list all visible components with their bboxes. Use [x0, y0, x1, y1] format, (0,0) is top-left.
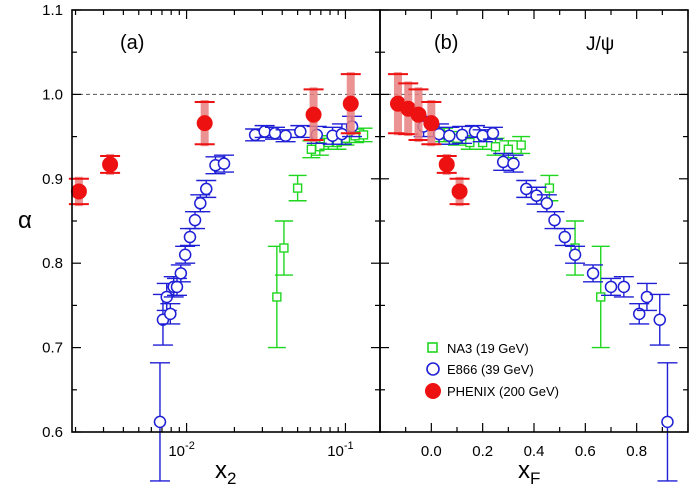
e866-point: [586, 267, 600, 280]
legend-e866-label: E866 (39 GeV): [447, 362, 534, 377]
panel-a-label: (a): [120, 32, 144, 54]
na3-point: [358, 130, 369, 140]
na3-point: [292, 183, 303, 193]
e866-point: [178, 248, 192, 262]
phenix-point: [451, 183, 468, 200]
xtick-label-a: 10-1: [327, 440, 353, 460]
legend-phenix-marker: [425, 383, 441, 399]
ytick-label: 1.1: [42, 2, 63, 19]
na3-point: [465, 137, 475, 148]
x2-axis-label: x2: [215, 457, 236, 488]
phenix-point: [410, 106, 427, 123]
frame-b: [379, 9, 689, 433]
jpsi-annotation: J/ψ: [586, 34, 614, 55]
xtick-label-b: 0.8: [626, 443, 647, 460]
e866-point: [279, 129, 292, 143]
legend-na3-label: NA3 (19 GeV): [447, 341, 529, 356]
e866-point: [200, 182, 213, 196]
xtick-label-b: 0.2: [472, 443, 493, 460]
e866-point: [486, 126, 500, 140]
xtick-label-b: 0.0: [421, 443, 442, 460]
e866-point: [653, 313, 667, 326]
ytick-label: 0.9: [42, 171, 63, 188]
panel-b: 0.0 0.2 0.4 0.6 0.8: [379, 9, 689, 482]
e866-point: [164, 307, 177, 321]
phenix-point: [102, 156, 119, 173]
e866-point: [530, 189, 543, 202]
panel-a: 0.6 0.7 0.8 0.9 1.0 1.1 10-2 10-1: [42, 2, 380, 482]
legend-na3-marker: [427, 342, 438, 353]
y-axis-label: α: [18, 207, 32, 234]
legend-phenix-label: PHENIX (200 GeV): [447, 384, 559, 399]
phenix-point: [423, 115, 440, 132]
na3-point: [272, 292, 282, 302]
na3-point: [279, 243, 289, 253]
phenix-point: [438, 156, 455, 173]
na3-point: [306, 144, 317, 154]
phenix-point: [196, 115, 213, 132]
e866-point: [174, 267, 188, 280]
e866-point: [455, 128, 469, 142]
e866-point: [520, 182, 533, 196]
x2-axis-label-sub: 2: [227, 469, 236, 488]
e866-point: [540, 197, 554, 210]
e866-point: [507, 157, 520, 170]
ytick-label: 0.6: [42, 424, 63, 441]
e866-point: [188, 213, 202, 227]
na3-point: [503, 144, 514, 154]
xtick-label-b: 0.6: [575, 443, 596, 460]
panel-frames: [71, 9, 689, 433]
e866-point: [153, 415, 167, 429]
e866-point: [617, 280, 631, 294]
e866-point: [604, 280, 618, 294]
e866-point: [640, 290, 654, 304]
na3-point: [596, 292, 606, 302]
e866-point: [568, 248, 582, 262]
e866-point: [661, 415, 674, 429]
ytick-label: 0.7: [42, 340, 63, 357]
na3-point: [516, 140, 526, 150]
e866-point: [558, 230, 572, 244]
e866-point: [170, 280, 184, 294]
ytick-label: 1.0: [42, 86, 63, 103]
e866-point: [294, 125, 307, 138]
x2-axis-label-main: x: [215, 457, 227, 484]
xf-axis-label-sub: F: [530, 469, 540, 488]
phenix-point: [305, 106, 322, 123]
e866-point: [194, 197, 207, 210]
na3-point: [544, 183, 555, 193]
e866-point: [496, 155, 510, 169]
legend-e866-marker: [426, 362, 440, 376]
e866-point: [217, 157, 231, 170]
ytick-label: 0.8: [42, 255, 63, 272]
na3-point: [490, 142, 501, 152]
xtick-label-a: 10-2: [168, 440, 194, 460]
phenix-point: [70, 183, 87, 200]
xf-axis-label-main: x: [518, 457, 530, 484]
e866-point: [548, 213, 561, 227]
phenix-point: [342, 95, 359, 112]
e866-point: [183, 230, 197, 244]
panel-b-label: (b): [434, 32, 458, 54]
xf-axis-label: xF: [518, 457, 540, 488]
legend: NA3 (19 GeV) E866 (39 GeV) PHENIX (200 G…: [425, 341, 559, 399]
e866-point: [443, 129, 456, 143]
xtick-label-b: 0.4: [524, 443, 545, 460]
